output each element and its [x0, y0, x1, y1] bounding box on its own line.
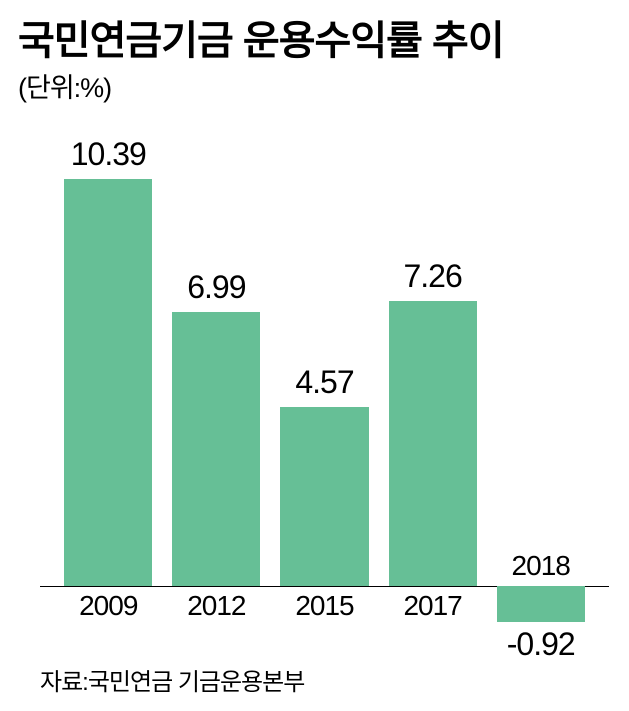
value-label: 6.99 — [172, 269, 260, 312]
plot-area: 10.3920096.9920124.5720157.262017-0.9220… — [40, 135, 609, 645]
bar — [64, 179, 152, 587]
value-label: 4.57 — [280, 364, 368, 407]
bar — [389, 301, 477, 586]
chart-title: 국민연금기금 운용수익률 추이 — [0, 0, 629, 66]
chart-area: 10.3920096.9920124.5720157.262017-0.9220… — [0, 135, 629, 645]
value-label: 10.39 — [64, 136, 152, 179]
x-label: 2018 — [497, 550, 585, 586]
bar — [172, 312, 260, 586]
x-label: 2017 — [389, 586, 477, 622]
value-label: 7.26 — [389, 258, 477, 301]
bar — [497, 586, 585, 622]
chart-unit: (단위:%) — [0, 66, 629, 105]
x-label: 2012 — [172, 586, 260, 622]
bar — [280, 407, 368, 586]
x-label: 2009 — [64, 586, 152, 622]
chart-source: 자료:국민연금 기금운용본부 — [40, 662, 304, 697]
value-label: -0.92 — [497, 622, 585, 663]
x-label: 2015 — [280, 586, 368, 622]
